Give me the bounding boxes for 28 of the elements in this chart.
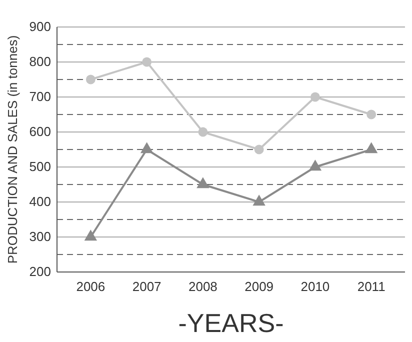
point: [364, 142, 378, 154]
point: [198, 127, 208, 137]
x-tick-label: 2008: [188, 279, 218, 294]
x-tick-label: 2011: [357, 279, 386, 294]
y-tick-label: 700: [29, 89, 51, 104]
point: [310, 92, 320, 102]
point: [86, 74, 96, 84]
point: [84, 230, 98, 241]
x-tick-label: 2007: [132, 279, 162, 294]
point: [142, 57, 152, 67]
y-tick-label: 500: [29, 159, 51, 174]
point: [366, 110, 376, 120]
point: [196, 177, 210, 188]
y-tick-label: 400: [29, 194, 51, 210]
y-axis-title: PRODUCTION AND SALES (in tonnes): [5, 35, 20, 264]
y-tick-label: 600: [29, 124, 51, 140]
x-tick-label: 2006: [76, 279, 106, 294]
y-tick-label: 200: [29, 264, 51, 280]
point: [308, 160, 322, 171]
x-axis-title: -YEARS-: [178, 308, 284, 338]
point: [254, 144, 264, 154]
x-tick-label: 2010: [300, 279, 330, 294]
y-tick-label: 900: [29, 19, 51, 34]
x-tick-label: 2009: [244, 279, 274, 294]
y-tick-label: 300: [29, 229, 51, 244]
point: [140, 142, 154, 154]
y-tick-label: 800: [29, 54, 51, 70]
point: [252, 194, 266, 206]
